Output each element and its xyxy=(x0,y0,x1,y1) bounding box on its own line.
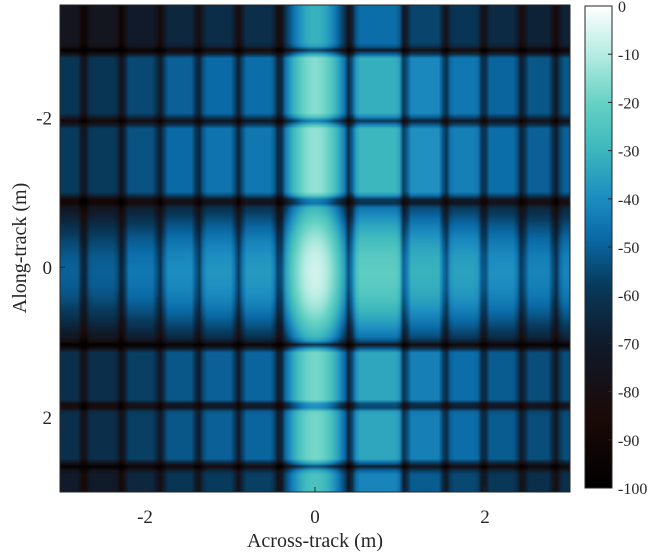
colorbar-tick-label: -10 xyxy=(618,47,639,64)
y-axis: -2 0 2 xyxy=(36,108,65,429)
colorbar-tick-label: -50 xyxy=(618,240,639,257)
heatmap-image xyxy=(60,5,570,492)
colorbar-tick-label: 0 xyxy=(618,0,626,16)
x-tick-label: -2 xyxy=(137,507,153,528)
plot-area xyxy=(59,4,571,493)
y-tick-label: -2 xyxy=(36,108,52,129)
colorbar-tick-label: -70 xyxy=(618,336,639,353)
colorbar: 0 -10 -20 -30 -40 -50 -60 -70 -80 -90 -100 xyxy=(584,0,647,498)
colorbar-tick-label: -60 xyxy=(618,288,639,305)
colorbar-tick-label: -90 xyxy=(618,433,639,450)
colorbar-tick-label: -100 xyxy=(618,481,647,498)
y-tick-label: 0 xyxy=(43,258,53,279)
x-axis-label: Across-track (m) xyxy=(247,530,383,552)
x-axis: -2 0 2 xyxy=(137,487,490,528)
y-tick-label: 2 xyxy=(43,408,53,429)
colorbar-tick-label: -30 xyxy=(618,144,639,161)
colorbar-tick-label: -80 xyxy=(618,385,639,402)
x-tick-label: 0 xyxy=(310,507,320,528)
colorbar-ticks: 0 -10 -20 -30 -40 -50 -60 -70 -80 -90 -100 xyxy=(608,0,647,498)
colorbar-tick-label: -20 xyxy=(618,95,639,112)
colorbar-gradient xyxy=(585,6,612,488)
x-tick-label: 2 xyxy=(480,507,490,528)
y-axis-label: Along-track (m) xyxy=(9,183,31,314)
colorbar-tick-label: -40 xyxy=(618,192,639,209)
